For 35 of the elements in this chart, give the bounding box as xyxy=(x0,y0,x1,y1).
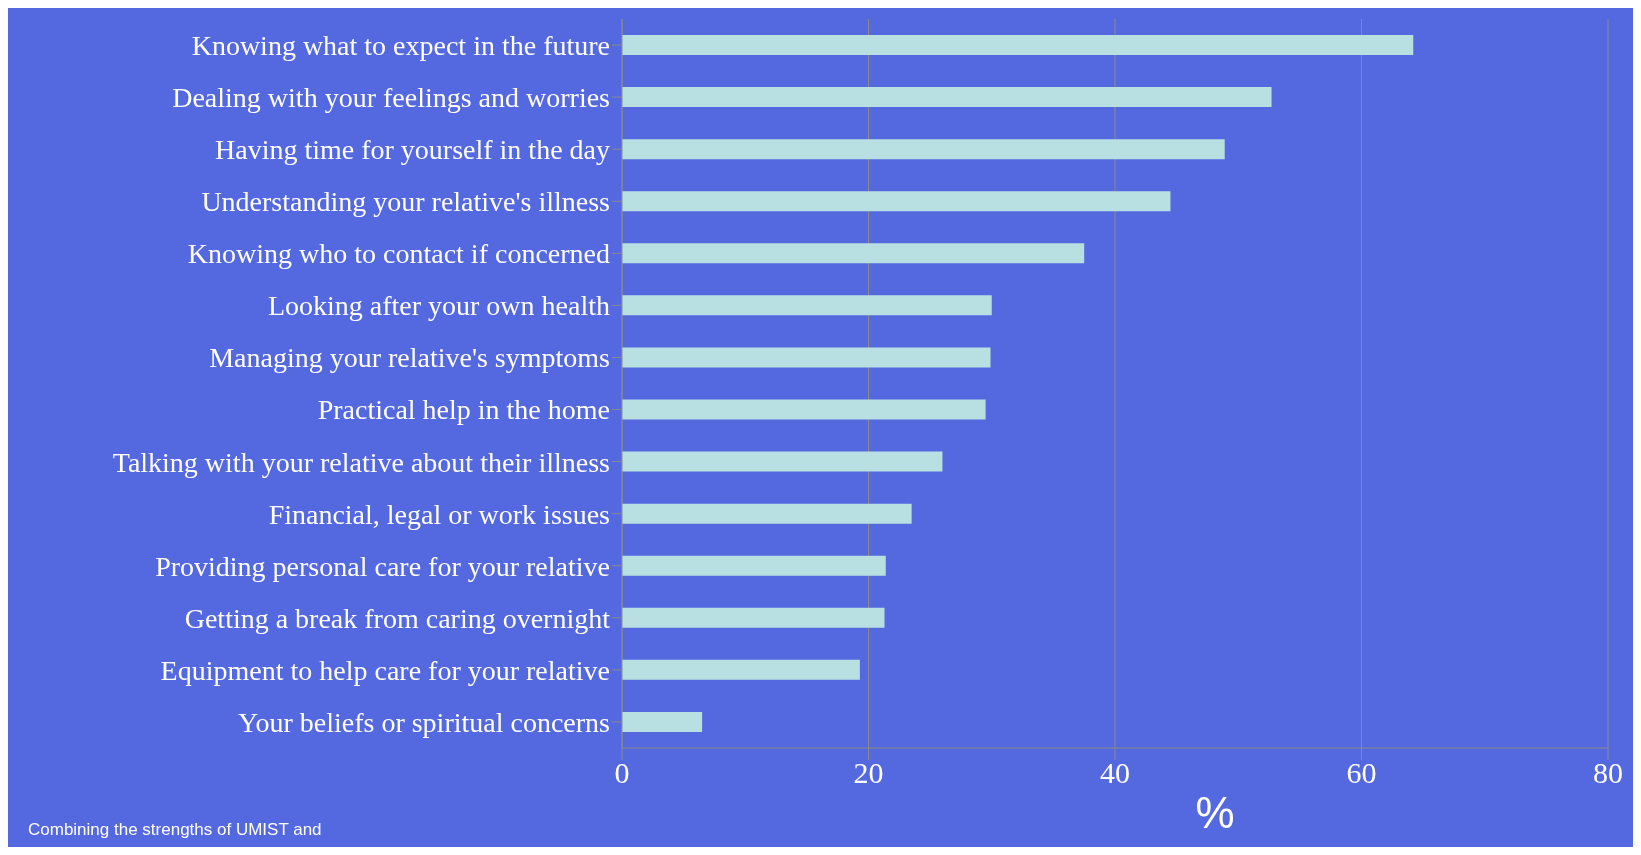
bar xyxy=(622,295,992,316)
text: Combining the strengths of UMIST and xyxy=(28,820,322,840)
x-tick-label: 80 xyxy=(1593,756,1623,790)
bar xyxy=(622,555,886,576)
bar xyxy=(622,35,1414,55)
y-tick-label: Talking with your relative about their illness xyxy=(112,446,610,478)
y-tick-label: Managing your relative's symptoms xyxy=(209,342,610,374)
bar xyxy=(622,711,703,732)
y-tick-label: Knowing who to contact if concerned xyxy=(187,238,610,270)
y-tick-label: Providing personal care for your relative xyxy=(155,550,610,582)
bar xyxy=(622,87,1272,108)
bar xyxy=(622,347,991,368)
bar xyxy=(622,503,912,524)
y-tick-label: Your beliefs or spiritual concerns xyxy=(238,706,610,738)
x-tick-label: 60 xyxy=(1346,756,1377,790)
y-tick-label: Knowing what to expect in the future xyxy=(191,29,610,61)
bar xyxy=(622,139,1225,160)
y-tick-label: Understanding your relative's illness xyxy=(201,186,610,218)
x-axis-title: % xyxy=(1195,788,1235,837)
bar xyxy=(622,607,885,628)
y-tick-label: Financial, legal or work issues xyxy=(268,498,610,530)
y-tick-label: Equipment to help care for your relative xyxy=(160,654,610,686)
bar xyxy=(622,659,860,680)
y-tick-label: Looking after your own health xyxy=(267,290,610,322)
bar xyxy=(622,243,1085,264)
x-tick-label: 0 xyxy=(614,756,630,790)
y-tick-label: Getting a break from caring overnight xyxy=(184,602,611,634)
bar xyxy=(622,191,1171,212)
y-tick-label: Practical help in the home xyxy=(317,394,610,426)
bar xyxy=(622,399,986,420)
x-tick-label: 20 xyxy=(853,756,884,790)
y-tick-label: Having time for yourself in the day xyxy=(214,134,610,166)
bar xyxy=(622,451,943,472)
y-tick-label: Dealing with your feelings and worries xyxy=(172,82,610,114)
x-tick-label: 40 xyxy=(1100,756,1130,790)
